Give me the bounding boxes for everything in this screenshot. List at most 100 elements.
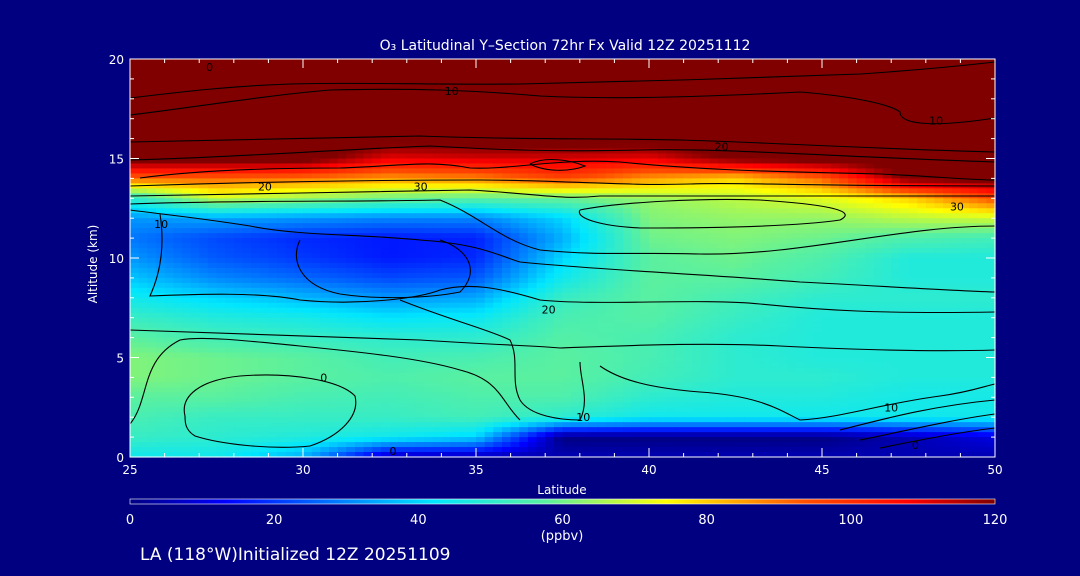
heatmap-cell	[181, 59, 192, 65]
heatmap-cell	[692, 158, 702, 165]
heatmap-cell	[363, 297, 373, 304]
heatmap-cell	[847, 118, 858, 125]
heatmap-cell	[623, 153, 633, 160]
heatmap-cell	[450, 133, 460, 140]
heatmap-cell	[285, 277, 295, 284]
heatmap-cell	[640, 123, 650, 130]
heatmap-cell	[536, 287, 546, 294]
heatmap-cell	[277, 63, 287, 70]
heatmap-cell	[856, 138, 866, 145]
heatmap-cell	[770, 228, 780, 234]
heatmap-cell	[908, 98, 918, 105]
heatmap-cell	[943, 148, 953, 155]
heatmap-cell	[605, 277, 615, 284]
heatmap-cell	[761, 302, 771, 309]
heatmap-cell	[225, 78, 235, 85]
heatmap-cell	[986, 108, 996, 115]
heatmap-cell	[380, 153, 391, 160]
heatmap-cell	[692, 198, 702, 204]
heatmap-cell	[847, 262, 858, 269]
heatmap-cell	[951, 123, 961, 130]
heatmap-cell	[882, 238, 892, 244]
heatmap-cell	[527, 173, 538, 179]
heatmap-cell	[657, 292, 667, 299]
heatmap-cell	[268, 267, 278, 274]
heatmap-cell	[553, 118, 564, 125]
heatmap-cell	[649, 93, 659, 100]
heatmap-cell	[476, 68, 486, 75]
heatmap-cell	[830, 253, 840, 259]
heatmap-cell	[467, 143, 477, 150]
heatmap-cell	[553, 248, 564, 254]
heatmap-cell	[770, 287, 780, 294]
heatmap-cell	[891, 83, 901, 90]
heatmap-cell	[813, 248, 823, 254]
heatmap-cell	[847, 188, 858, 194]
heatmap-cell	[744, 248, 754, 254]
heatmap-cell	[467, 243, 477, 249]
heatmap-cell	[873, 73, 884, 80]
heatmap-cell	[337, 83, 347, 90]
heatmap-cell	[363, 243, 373, 249]
heatmap-cell	[787, 153, 797, 160]
heatmap-cell	[640, 258, 650, 264]
heatmap-cell	[458, 138, 468, 145]
heatmap-cell	[778, 262, 788, 269]
heatmap-cell	[242, 98, 252, 105]
heatmap-cell	[649, 59, 659, 65]
heatmap-cell	[960, 163, 970, 170]
heatmap-cell	[130, 262, 140, 269]
heatmap-cell	[519, 138, 529, 145]
heatmap-cell	[640, 88, 650, 95]
heatmap-cell	[796, 59, 806, 65]
heatmap-cell	[458, 238, 468, 244]
heatmap-cell	[476, 297, 486, 304]
heatmap-cell	[873, 223, 884, 229]
heatmap-cell	[899, 78, 910, 85]
heatmap-cell	[130, 73, 140, 80]
heatmap-cell	[761, 272, 771, 279]
heatmap-cell	[588, 63, 598, 70]
heatmap-cell	[925, 163, 936, 170]
heatmap-cell	[908, 297, 918, 304]
heatmap-cell	[181, 292, 192, 299]
heatmap-cell	[268, 68, 278, 75]
heatmap-cell	[259, 282, 269, 289]
heatmap-cell	[155, 208, 166, 214]
heatmap-cell	[553, 287, 564, 294]
heatmap-cell	[251, 78, 261, 85]
heatmap-cell	[553, 113, 564, 120]
heatmap-cell	[674, 292, 685, 299]
heatmap-cell	[380, 193, 391, 199]
heatmap-cell	[856, 133, 866, 140]
heatmap-cell	[510, 277, 520, 284]
heatmap-cell	[285, 128, 295, 135]
heatmap-cell	[294, 213, 304, 219]
heatmap-cell	[484, 63, 494, 70]
heatmap-cell	[917, 118, 927, 125]
heatmap-cell	[692, 287, 702, 294]
heatmap-cell	[977, 292, 987, 299]
heatmap-cell	[467, 223, 477, 229]
heatmap-cell	[631, 68, 641, 75]
heatmap-cell	[320, 173, 330, 179]
heatmap-cell	[847, 203, 858, 209]
heatmap-cell	[908, 198, 918, 204]
heatmap-cell	[173, 88, 183, 95]
heatmap-cell	[363, 267, 373, 274]
heatmap-cell	[614, 272, 624, 279]
heatmap-cell	[917, 103, 927, 110]
heatmap-cell	[285, 287, 295, 294]
heatmap-cell	[951, 238, 961, 244]
heatmap-cell	[155, 243, 166, 249]
heatmap-cell	[337, 277, 347, 284]
heatmap-cell	[744, 178, 754, 184]
heatmap-cell	[432, 123, 442, 130]
heatmap-cell	[527, 163, 538, 170]
heatmap-cell	[674, 158, 685, 165]
heatmap-cell	[796, 258, 806, 264]
heatmap-cell	[899, 218, 910, 224]
heatmap-cell	[484, 193, 494, 199]
heatmap-cell	[666, 83, 676, 90]
heatmap-cell	[960, 297, 970, 304]
